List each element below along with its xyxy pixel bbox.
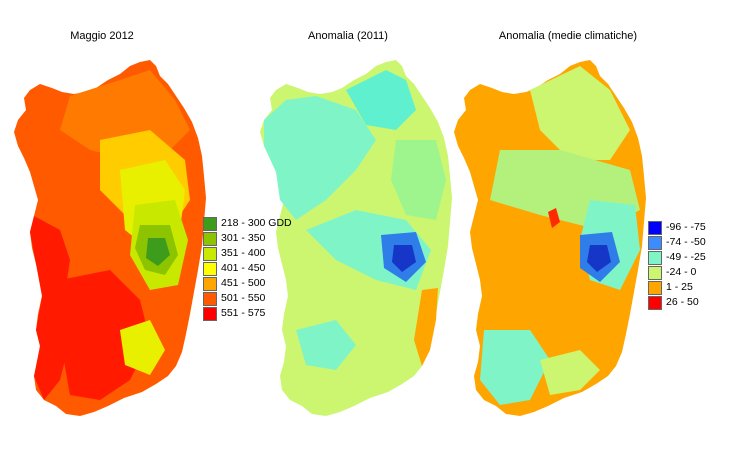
legend-gdd: 218 - 300 GDD 301 - 350 351 - 400 401 - 450… bbox=[203, 216, 292, 321]
legend-gdd-label: 451 - 500 bbox=[221, 277, 266, 290]
zone-gennargentu-coldest bbox=[587, 245, 611, 272]
legend-gdd-row: 351 - 400 bbox=[203, 246, 292, 261]
zone-east-central bbox=[391, 140, 446, 220]
legend-anomaly-swatch bbox=[648, 295, 662, 310]
zone-gennargentu-coldest bbox=[392, 245, 416, 272]
legend-anomaly-label: 1 - 25 bbox=[666, 281, 693, 294]
map-title-anomalia-medie: Anomalia (medie climatiche) bbox=[498, 30, 638, 42]
legend-gdd-swatch bbox=[203, 291, 217, 306]
legend-gdd-row: 218 - 300 GDD bbox=[203, 216, 292, 231]
zone-east-coast-warm bbox=[414, 288, 438, 366]
zone-south-mild bbox=[540, 350, 600, 395]
legend-anomaly-swatch bbox=[648, 250, 662, 265]
legend-gdd-label: 551 - 575 bbox=[221, 307, 266, 320]
zone-north-cool bbox=[346, 70, 416, 130]
legend-gdd-swatch bbox=[203, 306, 217, 321]
zone-northwest-cool bbox=[264, 96, 376, 220]
legend-gdd-row: 301 - 350 bbox=[203, 231, 292, 246]
legend-gdd-swatch bbox=[203, 276, 217, 291]
legend-gdd-row: 501 - 550 bbox=[203, 291, 292, 306]
zone-southwest-plain bbox=[60, 270, 150, 400]
legend-gdd-row: 401 - 450 bbox=[203, 261, 292, 276]
legend-gdd-swatch bbox=[203, 246, 217, 261]
zone-west-coast bbox=[30, 216, 70, 400]
legend-gdd-label: 401 - 450 bbox=[221, 262, 266, 275]
map-anomalia-2011 bbox=[260, 60, 452, 416]
zone-gennargentu-peak bbox=[146, 238, 170, 266]
legend-anomaly-label: -24 - 0 bbox=[666, 266, 697, 279]
legend-gdd-swatch bbox=[203, 261, 217, 276]
legend-anomaly-swatch bbox=[648, 220, 662, 235]
legend-anomaly-row: -24 - 0 bbox=[648, 265, 706, 280]
legend-anomalia: -96 - -75 -74 - -50 -49 - -25 -24 - 0 1 - 25… bbox=[648, 220, 706, 310]
legend-anomaly-swatch bbox=[648, 235, 662, 250]
legend-gdd-label: 501 - 550 bbox=[221, 292, 266, 305]
legend-anomaly-swatch bbox=[648, 280, 662, 295]
legend-anomaly-row: -49 - -25 bbox=[648, 250, 706, 265]
legend-gdd-label: 218 - 300 GDD bbox=[221, 217, 292, 230]
legend-anomaly-label: -49 - -25 bbox=[666, 251, 706, 264]
legend-gdd-label: 301 - 350 bbox=[221, 232, 266, 245]
legend-gdd-row: 451 - 500 bbox=[203, 276, 292, 291]
zone-south-cool bbox=[296, 320, 356, 370]
zone-north-mild bbox=[530, 66, 630, 160]
legend-anomaly-row: -96 - -75 bbox=[648, 220, 706, 235]
legend-gdd-label: 351 - 400 bbox=[221, 247, 266, 260]
map-title-anomalia-2011: Anomalia (2011) bbox=[308, 30, 388, 42]
zone-warm-spot bbox=[548, 208, 560, 228]
map-maggio-2012 bbox=[14, 60, 206, 416]
legend-gdd-row: 551 - 575 bbox=[203, 306, 292, 321]
map-anomalia-medie bbox=[454, 60, 646, 416]
legend-anomaly-label: -96 - -75 bbox=[666, 221, 706, 234]
zone-south-cool bbox=[480, 330, 550, 405]
legend-anomaly-row: 26 - 50 bbox=[648, 295, 706, 310]
legend-anomaly-label: -74 - -50 bbox=[666, 236, 706, 249]
legend-gdd-swatch bbox=[203, 216, 217, 231]
legend-anomaly-label: 26 - 50 bbox=[666, 296, 699, 309]
legend-gdd-swatch bbox=[203, 231, 217, 246]
legend-anomaly-row: -74 - -50 bbox=[648, 235, 706, 250]
zone-south-hills bbox=[120, 320, 165, 375]
legend-anomaly-row: 1 - 25 bbox=[648, 280, 706, 295]
legend-anomaly-swatch bbox=[648, 265, 662, 280]
map-title-maggio-2012: Maggio 2012 bbox=[70, 30, 134, 42]
